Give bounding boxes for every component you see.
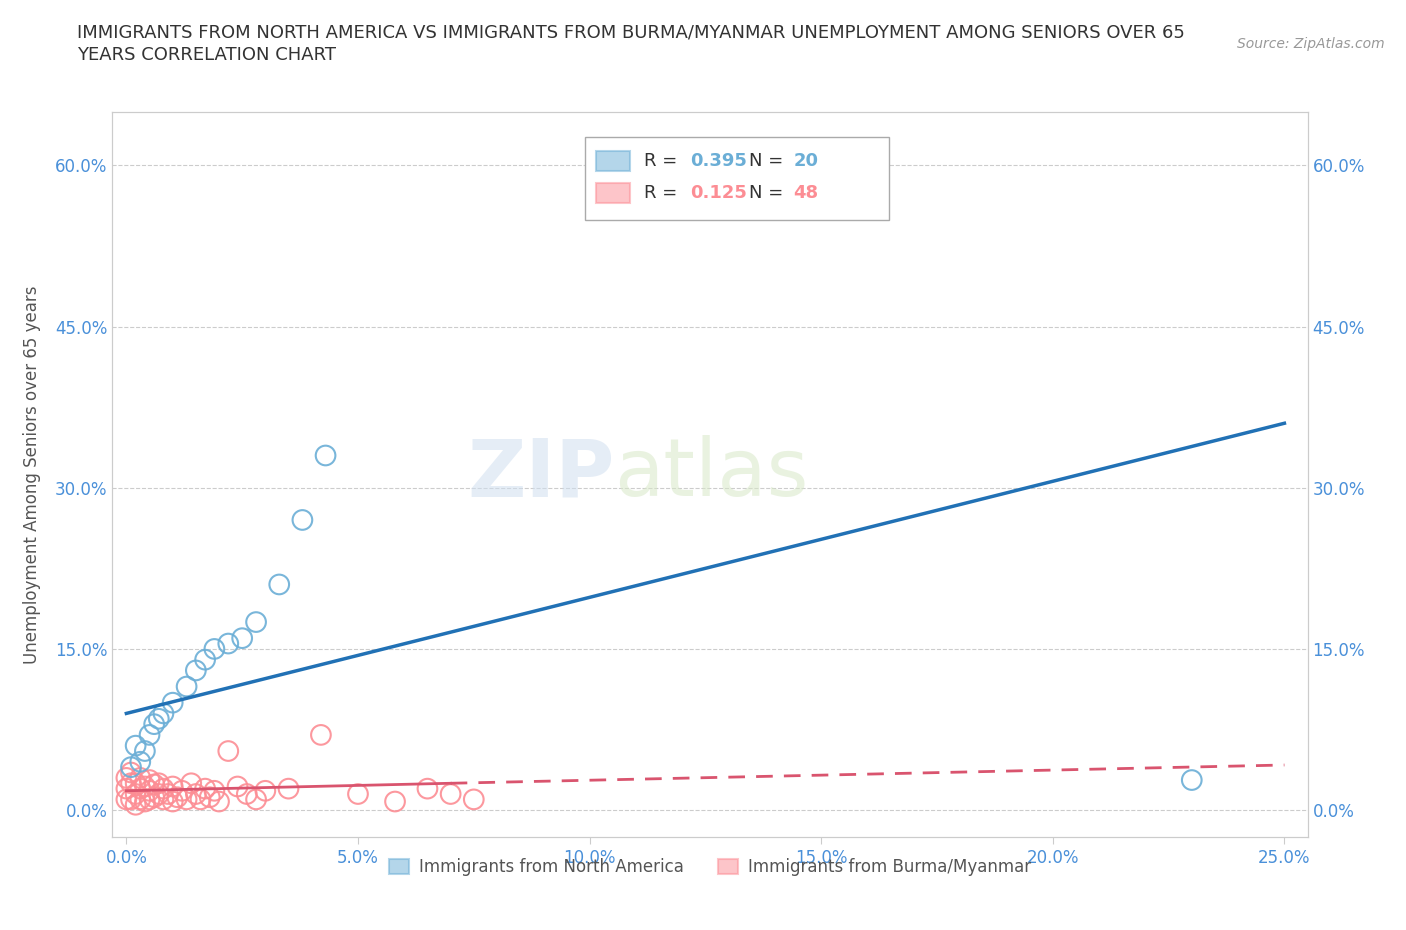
Text: 20: 20 [794,152,818,170]
Point [152,706,174,721]
Point [120,760,142,775]
Point [129,754,152,769]
FancyBboxPatch shape [596,151,630,171]
Point [170,783,193,798]
Point [120,776,142,790]
Point [143,717,166,732]
Text: 0.125: 0.125 [690,184,747,202]
Point [245,792,267,807]
Point [124,738,146,753]
Point [226,779,249,794]
Point [124,776,146,790]
Point [384,794,406,809]
Point [194,781,217,796]
FancyBboxPatch shape [596,182,630,203]
FancyBboxPatch shape [585,137,890,220]
Text: R =: R = [644,184,683,202]
Point [115,770,138,785]
Point [176,679,198,694]
Point [180,776,202,790]
Point [202,642,225,657]
Point [124,797,146,812]
Point [115,781,138,796]
Point [347,787,370,802]
Point [138,783,160,798]
Point [176,792,198,807]
Point [315,448,337,463]
Point [124,787,146,802]
Text: YEARS CORRELATION CHART: YEARS CORRELATION CHART [77,46,336,64]
Point [198,790,221,804]
Point [231,631,253,645]
Point [134,779,156,794]
Point [152,781,174,796]
Point [152,792,174,807]
Point [148,787,170,802]
Point [157,787,180,802]
Point [254,783,277,798]
Point [138,727,160,742]
Text: ZIP: ZIP [467,435,614,513]
Point [184,787,207,802]
Point [463,792,485,807]
Point [184,663,207,678]
Point [236,787,259,802]
Point [148,711,170,726]
Point [129,781,152,796]
Point [134,744,156,759]
Text: R =: R = [644,152,683,170]
Legend: Immigrants from North America, Immigrants from Burma/Myanmar: Immigrants from North America, Immigrant… [382,852,1038,883]
Text: 48: 48 [794,184,818,202]
Point [162,779,184,794]
Point [166,790,188,804]
Point [291,512,314,527]
Point [148,776,170,790]
Point [269,577,291,591]
Point [217,744,239,759]
Point [245,615,267,630]
Point [1181,773,1204,788]
Text: N =: N = [749,184,789,202]
Y-axis label: Unemployment Among Seniors over 65 years: Unemployment Among Seniors over 65 years [24,286,41,663]
Point [129,770,152,785]
Text: Source: ZipAtlas.com: Source: ZipAtlas.com [1237,37,1385,51]
Point [162,696,184,711]
Point [202,783,225,798]
Point [143,790,166,804]
Point [129,792,152,807]
Text: N =: N = [749,152,789,170]
Point [416,781,439,796]
Text: atlas: atlas [614,435,808,513]
Point [120,792,142,807]
Point [217,636,239,651]
Point [143,777,166,791]
Point [162,794,184,809]
Point [309,727,332,742]
Text: 0.395: 0.395 [690,152,747,170]
Point [208,794,231,809]
Point [190,792,212,807]
Point [134,794,156,809]
Point [138,792,160,807]
Point [138,773,160,788]
Point [120,765,142,780]
Point [194,652,217,667]
Point [277,781,299,796]
Text: IMMIGRANTS FROM NORTH AMERICA VS IMMIGRANTS FROM BURMA/MYANMAR UNEMPLOYMENT AMON: IMMIGRANTS FROM NORTH AMERICA VS IMMIGRA… [77,23,1185,41]
Point [440,787,463,802]
Point [115,792,138,807]
